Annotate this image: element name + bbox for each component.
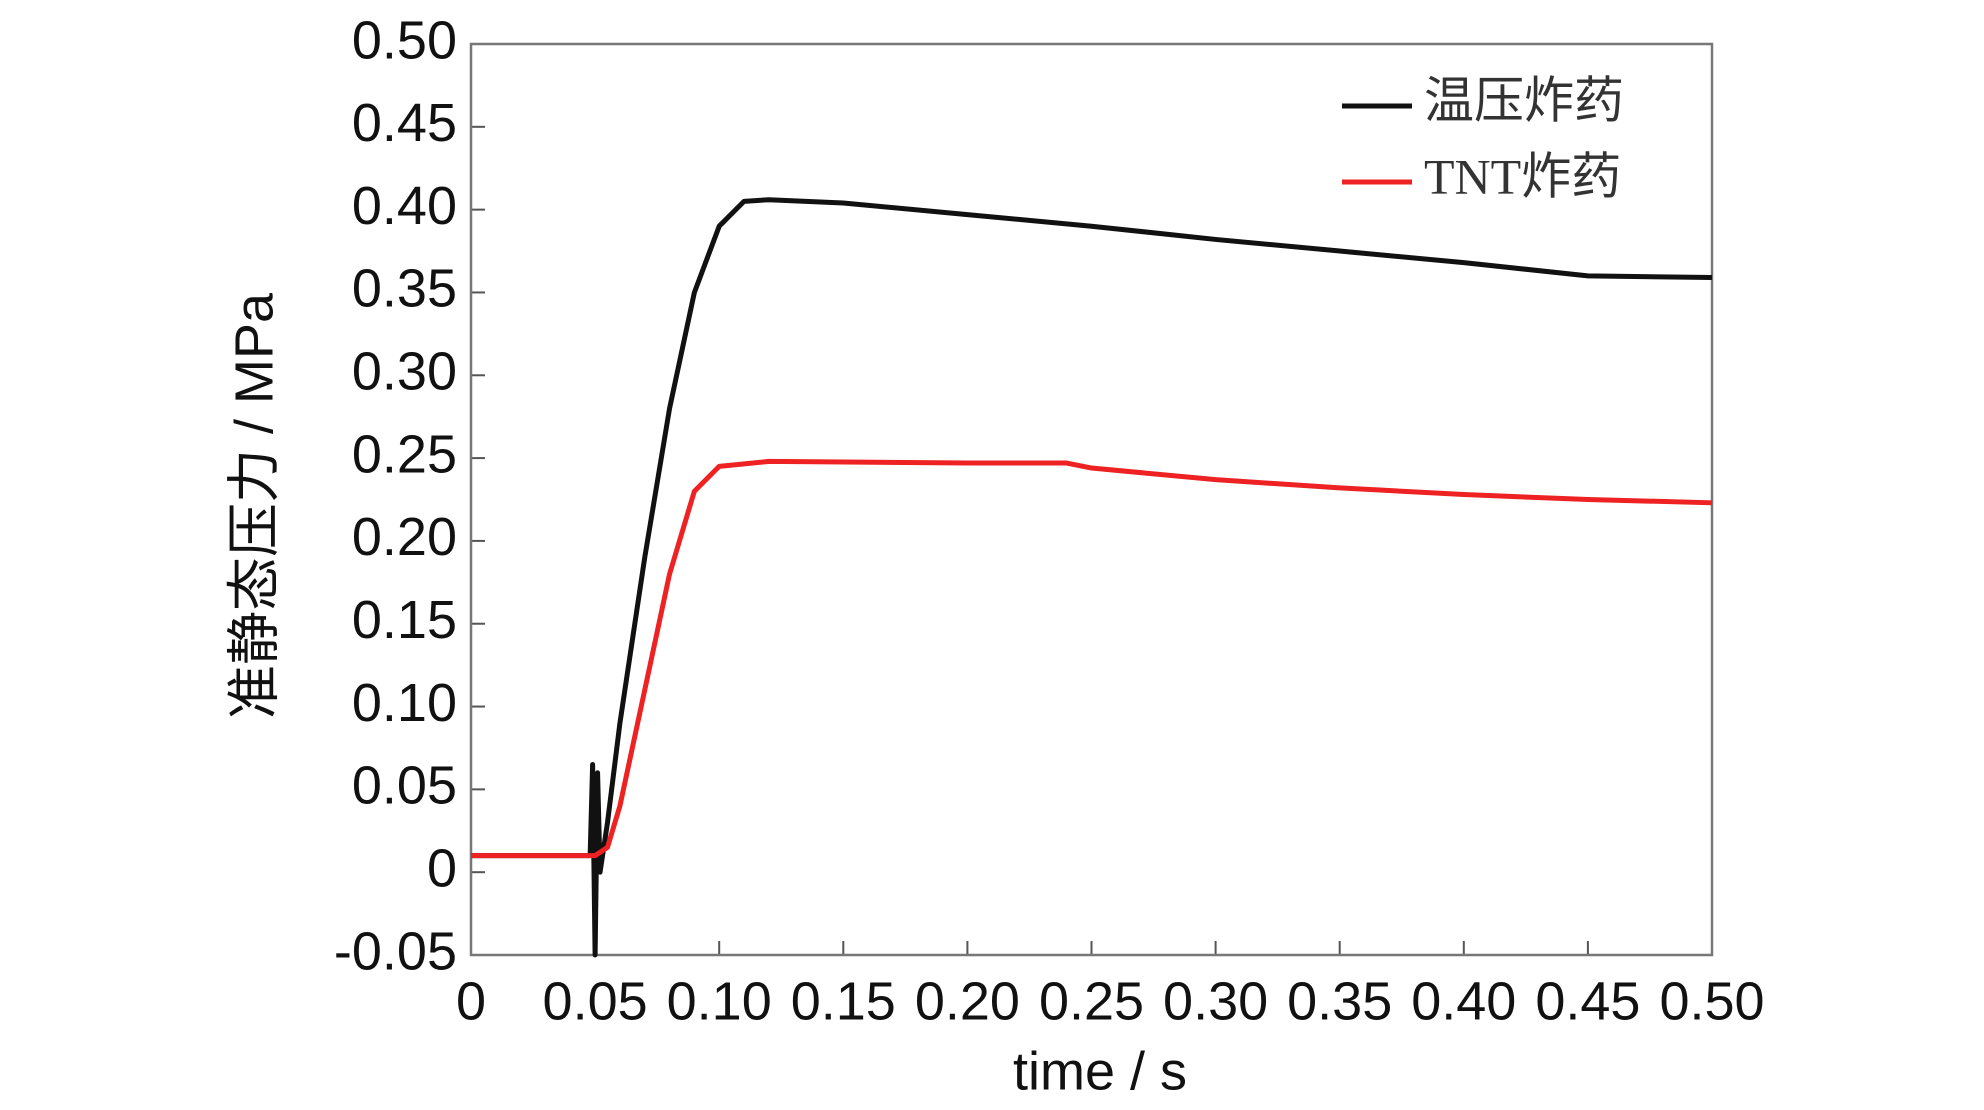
x-tick-label: 0.45 xyxy=(1535,971,1640,1031)
x-tick-label: 0.20 xyxy=(915,971,1020,1031)
x-tick-label: 0.05 xyxy=(543,971,648,1031)
y-tick-label: 0.40 xyxy=(352,176,457,236)
x-tick-label: 0.15 xyxy=(791,971,896,1031)
y-tick-label: 0.15 xyxy=(352,590,457,650)
y-tick-label: 0.50 xyxy=(352,10,457,70)
x-tick-label: 0.10 xyxy=(667,971,772,1031)
x-tick-label: 0.35 xyxy=(1287,971,1392,1031)
x-tick-label: 0.30 xyxy=(1163,971,1268,1031)
x-tick-label: 0.50 xyxy=(1659,971,1764,1031)
y-tick-label: 0.20 xyxy=(352,507,457,567)
x-axis-label: time / s xyxy=(1013,1041,1187,1101)
y-tick-label: 0.30 xyxy=(352,342,457,402)
x-tick-label: 0 xyxy=(456,971,486,1031)
y-tick-label: 0.05 xyxy=(352,756,457,816)
y-tick-label: 0.25 xyxy=(352,424,457,484)
x-tick-label: 0.25 xyxy=(1039,971,1144,1031)
y-tick-label: -0.05 xyxy=(334,921,457,981)
y-tick-label: 0.45 xyxy=(352,93,457,153)
x-tick-label: 0.40 xyxy=(1411,971,1516,1031)
legend-label: TNT炸药 xyxy=(1424,148,1621,204)
y-tick-label: 0.10 xyxy=(352,673,457,733)
y-tick-label: 0 xyxy=(427,838,457,898)
y-axis-label: 准静态压力 / MPa xyxy=(224,292,284,719)
line xyxy=(471,197,1713,958)
legend-label: 温压炸药 xyxy=(1424,72,1624,128)
plot-frame xyxy=(469,42,1714,957)
line xyxy=(471,458,1713,859)
y-tick-label: 0.35 xyxy=(352,259,457,319)
